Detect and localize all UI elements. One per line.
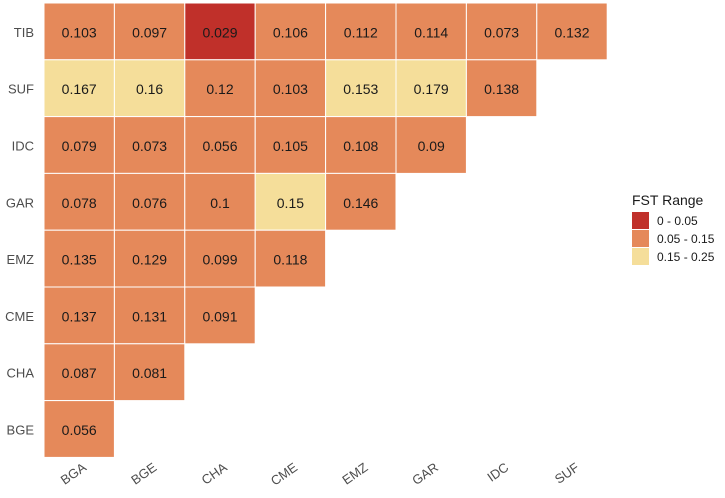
- legend-swatch: [632, 212, 649, 229]
- x-tick-label: CME: [268, 459, 301, 488]
- heatmap-cell-idc-bge: [113, 116, 186, 174]
- cell-value-label: 0.179: [414, 81, 449, 97]
- heatmap-cell-tib-cha: [184, 2, 256, 61]
- heatmap-cell-gar-bge: [113, 172, 186, 231]
- heatmap-cell-bge-bga: [43, 400, 115, 458]
- heatmap-cell-tib-bge: [113, 2, 186, 61]
- heatmap-cell-emz-bga: [43, 229, 115, 288]
- heatmap-cell-gar-cme: [254, 172, 327, 231]
- legend: FST Range 0 - 0.05 0.05 - 0.15 0.15 - 0.25: [632, 192, 715, 265]
- cell-value-label: 0.137: [62, 308, 97, 324]
- cell-value-label: 0.135: [62, 252, 97, 268]
- legend-label: 0.05 - 0.15: [657, 232, 715, 246]
- y-tick-label: GAR: [6, 195, 34, 210]
- cell-value-label: 0.118: [273, 252, 307, 268]
- legend-label: 0 - 0.05: [657, 214, 698, 228]
- y-axis: TIB SUF IDC GAR EMZ CME CHA BGE: [5, 25, 34, 438]
- heatmap-cell-gar-bga: [43, 172, 115, 231]
- cell-value-label: 0.131: [132, 308, 167, 324]
- cell-value-label: 0.16: [136, 81, 163, 97]
- heatmap-cell-idc-gar: [395, 116, 467, 174]
- heatmap-cell-emz-cme: [254, 229, 327, 288]
- y-tick-label: CME: [5, 309, 34, 324]
- cell-value-label: 0.099: [202, 252, 237, 268]
- cell-value-label: 0.09: [418, 138, 445, 154]
- cell-value-label: 0.056: [202, 138, 237, 154]
- x-tick-label: CHA: [199, 459, 230, 487]
- cell-value-label: 0.15: [277, 195, 304, 211]
- cell-value-label: 0.076: [132, 195, 167, 211]
- legend-label: 0.15 - 0.25: [657, 250, 715, 264]
- cell-value-label: 0.103: [62, 24, 97, 40]
- cell-value-label: 0.079: [62, 138, 97, 154]
- y-tick-label: TIB: [14, 25, 34, 40]
- legend-title: FST Range: [632, 192, 704, 208]
- heatmap-cell-tib-cme: [254, 2, 327, 61]
- heatmap-cell-suf-bge: [113, 59, 186, 118]
- heatmap-cell-cme-bga: [43, 286, 115, 345]
- heatmap-cell-cme-cha: [184, 286, 256, 345]
- y-tick-label: BGE: [7, 423, 35, 438]
- heatmap-cell-emz-cha: [184, 229, 256, 288]
- heatmap-cell-gar-emz: [325, 172, 397, 231]
- heatmap-cell-suf-gar: [395, 59, 467, 118]
- heatmap-cell-suf-cme: [254, 59, 327, 118]
- x-tick-label: EMZ: [339, 460, 370, 488]
- x-axis: BGA BGE CHA CME EMZ GAR IDC SUF: [58, 459, 582, 488]
- cell-value-label: 0.129: [132, 252, 167, 268]
- cell-value-label: 0.12: [206, 81, 233, 97]
- heatmap-cell-idc-emz: [325, 116, 397, 174]
- cell-value-label: 0.146: [343, 195, 378, 211]
- heatmap-cell-tib-bga: [43, 2, 115, 61]
- y-tick-label: CHA: [7, 366, 35, 381]
- cell-value-label: 0.167: [62, 81, 97, 97]
- cell-value-label: 0.1: [210, 195, 230, 211]
- y-tick-label: EMZ: [7, 252, 35, 267]
- x-tick-label: IDC: [484, 460, 511, 485]
- heatmap-cell-idc-cha: [184, 116, 256, 174]
- heatmap-cell-idc-cme: [254, 116, 327, 174]
- cell-value-label: 0.073: [484, 24, 519, 40]
- heatmap-cells: 0.103 0.097 0.029 0.106 0.112 0.114 0.073 0.132…: [43, 2, 608, 458]
- cell-value-label: 0.103: [273, 81, 308, 97]
- x-tick-label: BGA: [58, 459, 89, 487]
- y-tick-label: SUF: [8, 82, 34, 97]
- cell-value-label: 0.114: [414, 24, 448, 40]
- heatmap-cell-tib-suf: [536, 2, 608, 61]
- heatmap-cell-tib-gar: [395, 2, 467, 61]
- cell-value-label: 0.153: [343, 81, 378, 97]
- heatmap-cell-idc-bga: [43, 116, 115, 174]
- y-tick-label: IDC: [12, 139, 34, 154]
- cell-value-label: 0.105: [273, 138, 308, 154]
- cell-value-label: 0.078: [62, 195, 97, 211]
- legend-swatch: [632, 248, 649, 265]
- cell-value-label: 0.081: [132, 365, 167, 381]
- cell-value-label: 0.091: [202, 308, 237, 324]
- cell-value-label: 0.087: [62, 365, 97, 381]
- cell-value-label: 0.108: [343, 138, 378, 154]
- cell-value-label: 0.132: [554, 24, 589, 40]
- cell-value-label: 0.112: [344, 24, 378, 40]
- cell-value-label: 0.056: [62, 422, 97, 438]
- heatmap-cell-cha-bge: [113, 343, 186, 402]
- x-tick-label: SUF: [552, 460, 582, 487]
- x-tick-label: GAR: [409, 460, 441, 488]
- cell-value-label: 0.073: [132, 138, 167, 154]
- heatmap-cell-emz-bge: [113, 229, 186, 288]
- cell-value-label: 0.106: [273, 24, 308, 40]
- heatmap-cell-suf-idc: [465, 59, 538, 118]
- cell-value-label: 0.097: [132, 24, 167, 40]
- legend-swatch: [632, 230, 649, 247]
- cell-value-label: 0.138: [484, 81, 519, 97]
- x-tick-label: BGE: [128, 459, 159, 487]
- cell-value-label: 0.029: [202, 24, 237, 40]
